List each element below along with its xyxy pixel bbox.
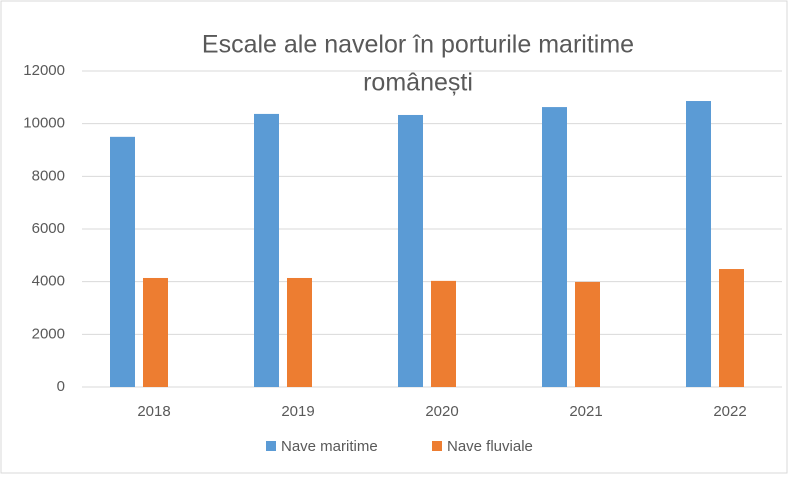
x-tick-label: 2019 <box>281 403 314 420</box>
y-tick-label: 2000 <box>32 325 65 342</box>
y-tick-label: 10000 <box>23 115 65 132</box>
bar <box>287 277 312 387</box>
bar <box>431 280 456 387</box>
chart-title: românești <box>363 69 473 97</box>
chart-title: Escale ale navelor în porturile maritime <box>202 31 634 59</box>
legend-swatch <box>432 441 442 451</box>
bar <box>143 277 168 387</box>
legend-label: Nave fluviale <box>447 438 533 455</box>
legend-label: Nave maritime <box>281 438 378 455</box>
x-tick-label: 2018 <box>137 403 170 420</box>
y-tick-label: 6000 <box>32 220 65 237</box>
bar <box>254 113 279 387</box>
x-tick-label: 2020 <box>425 403 458 420</box>
y-tick-label: 0 <box>57 378 65 395</box>
bar <box>398 114 423 387</box>
legend-swatch <box>266 441 276 451</box>
bar <box>575 281 600 387</box>
x-tick-label: 2022 <box>713 403 746 420</box>
bar <box>542 107 567 388</box>
y-tick-label: 4000 <box>32 273 65 290</box>
bar <box>110 136 135 387</box>
bar <box>719 269 744 387</box>
x-tick-label: 2021 <box>569 403 602 420</box>
y-tick-label: 12000 <box>23 62 65 79</box>
bar <box>686 101 711 388</box>
y-tick-label: 8000 <box>32 167 65 184</box>
